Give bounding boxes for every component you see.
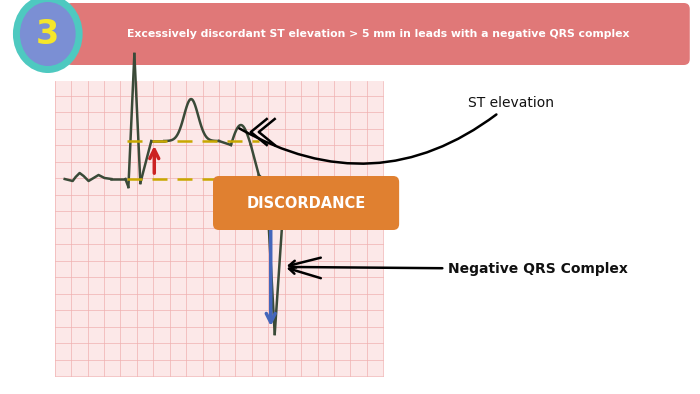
Text: ST elevation: ST elevation: [239, 96, 554, 164]
Ellipse shape: [13, 0, 83, 73]
FancyBboxPatch shape: [66, 3, 690, 65]
FancyBboxPatch shape: [55, 81, 383, 376]
FancyBboxPatch shape: [213, 176, 399, 230]
Text: Negative QRS Complex: Negative QRS Complex: [296, 262, 628, 276]
Text: Excessively discordant ST elevation > 5 mm in leads with a negative QRS complex: Excessively discordant ST elevation > 5 …: [127, 29, 629, 39]
Ellipse shape: [20, 2, 76, 66]
Text: DISCORDANCE: DISCORDANCE: [246, 195, 365, 210]
Text: 3: 3: [36, 17, 60, 50]
